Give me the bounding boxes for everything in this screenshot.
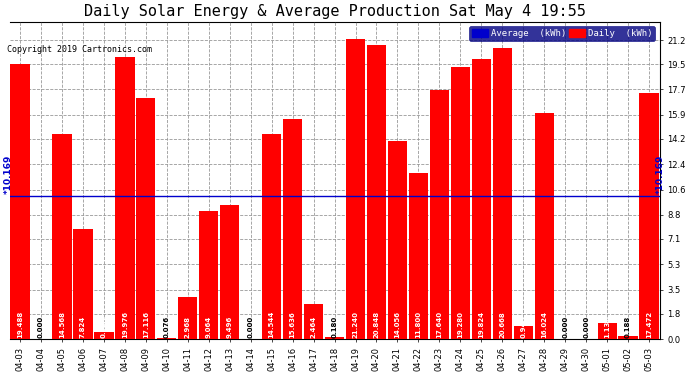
Text: 19.976: 19.976: [122, 310, 128, 338]
Bar: [430, 90, 449, 339]
Bar: [325, 336, 344, 339]
Text: 15.636: 15.636: [290, 311, 295, 338]
Text: 1.132: 1.132: [604, 315, 610, 338]
Bar: [451, 67, 470, 339]
Text: 19.280: 19.280: [457, 310, 464, 338]
Text: 19.824: 19.824: [478, 310, 484, 338]
Bar: [73, 229, 92, 339]
Text: 14.544: 14.544: [268, 310, 275, 338]
Text: 16.024: 16.024: [541, 310, 547, 338]
Text: 0.000: 0.000: [38, 315, 44, 338]
Bar: [262, 134, 282, 339]
Bar: [136, 98, 155, 339]
Text: *10.169: *10.169: [4, 154, 13, 194]
Text: 14.568: 14.568: [59, 310, 65, 338]
Bar: [52, 134, 72, 339]
Bar: [220, 205, 239, 339]
Bar: [472, 60, 491, 339]
Bar: [199, 211, 218, 339]
Text: 2.464: 2.464: [310, 315, 317, 338]
Text: 17.116: 17.116: [143, 310, 149, 338]
Text: 9.064: 9.064: [206, 315, 212, 338]
Text: 9.496: 9.496: [227, 315, 233, 338]
Text: 21.240: 21.240: [353, 310, 359, 338]
Legend: Average  (kWh), Daily  (kWh): Average (kWh), Daily (kWh): [469, 26, 655, 40]
Text: 17.472: 17.472: [646, 310, 652, 338]
Text: 0.524: 0.524: [101, 315, 107, 338]
Text: 0.000: 0.000: [583, 315, 589, 338]
Bar: [346, 39, 365, 339]
Text: 20.668: 20.668: [500, 311, 505, 338]
Bar: [95, 332, 114, 339]
Text: 19.488: 19.488: [17, 310, 23, 338]
Text: 14.056: 14.056: [395, 310, 400, 338]
Bar: [283, 118, 302, 339]
Bar: [157, 338, 177, 339]
Text: 0.940: 0.940: [520, 315, 526, 338]
Text: 2.968: 2.968: [185, 316, 190, 338]
Text: 11.800: 11.800: [415, 310, 422, 338]
Bar: [388, 141, 407, 339]
Bar: [513, 326, 533, 339]
Text: 0.000: 0.000: [562, 315, 568, 338]
Bar: [408, 172, 428, 339]
Bar: [10, 64, 30, 339]
Text: 7.824: 7.824: [80, 315, 86, 338]
Bar: [640, 93, 659, 339]
Text: 0.188: 0.188: [625, 315, 631, 338]
Text: 20.848: 20.848: [373, 310, 380, 338]
Bar: [178, 297, 197, 339]
Bar: [598, 323, 617, 339]
Text: 0.076: 0.076: [164, 315, 170, 338]
Text: Copyright 2019 Cartronics.com: Copyright 2019 Cartronics.com: [7, 45, 152, 54]
Bar: [535, 113, 554, 339]
Bar: [115, 57, 135, 339]
Title: Daily Solar Energy & Average Production Sat May 4 19:55: Daily Solar Energy & Average Production …: [83, 4, 586, 19]
Bar: [304, 304, 323, 339]
Bar: [493, 48, 512, 339]
Text: 0.180: 0.180: [332, 315, 337, 338]
Text: *10.169: *10.169: [656, 154, 665, 194]
Text: 0.000: 0.000: [248, 315, 254, 338]
Bar: [618, 336, 638, 339]
Bar: [367, 45, 386, 339]
Text: 17.640: 17.640: [436, 310, 442, 338]
